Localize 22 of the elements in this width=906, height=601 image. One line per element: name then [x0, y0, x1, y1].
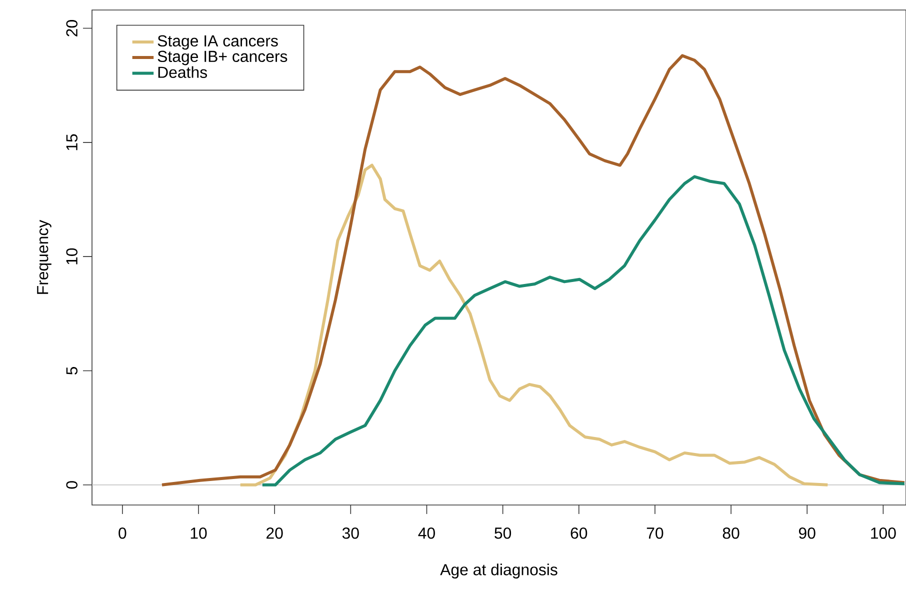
x-tick-label: 90 — [798, 528, 816, 539]
x-tick-label: 70 — [646, 528, 664, 539]
x-tick-label: 50 — [494, 528, 512, 539]
y-tick-label: 5 — [66, 366, 78, 375]
x-tick-label: 10 — [190, 528, 207, 539]
x-tick-label: 100 — [871, 528, 896, 539]
legend-label: Deaths — [158, 66, 207, 78]
x-tick-label: 20 — [266, 528, 283, 539]
x-tick-label: 30 — [342, 528, 359, 539]
legend-label: Stage IA cancers — [158, 35, 278, 50]
y-tick-label: 10 — [66, 248, 78, 264]
line-series — [238, 164, 830, 486]
x-axis-title: Age at diagnosis — [440, 564, 558, 578]
x-tick-label: 0 — [118, 528, 126, 539]
y-tick-label: 15 — [66, 134, 78, 150]
x-tick-label: 60 — [570, 528, 588, 539]
x-tick-label: 40 — [418, 528, 435, 539]
y-tick-label: 20 — [66, 20, 78, 36]
y-axis-title: Frequency — [37, 220, 52, 294]
y-tick-label: 0 — [66, 481, 78, 489]
legend-label: Stage IB+ cancers — [158, 50, 288, 66]
x-tick-label: 80 — [722, 528, 740, 539]
